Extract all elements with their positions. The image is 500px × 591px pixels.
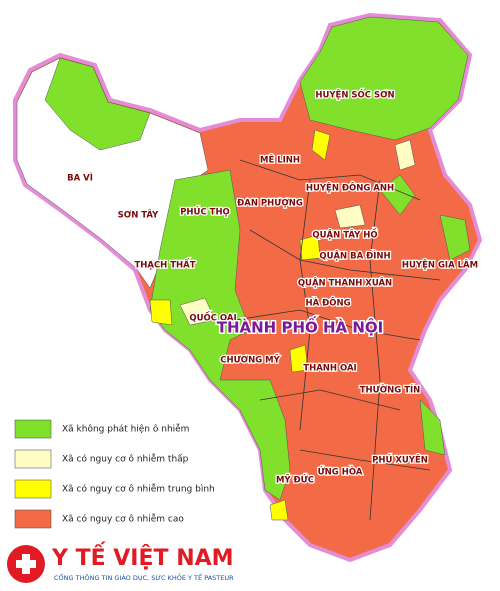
region-none (299, 16, 469, 141)
legend-swatch (14, 449, 52, 469)
region-low (394, 139, 416, 171)
map-labels: HUYỆN SÓC SƠN BA VÌ MÊ LINH HUYỆN ĐÔNG ANH S… (66, 87, 479, 487)
region-low (334, 204, 366, 229)
region-mid (289, 344, 309, 373)
district-label: HUYỆN GIA LÂM (402, 259, 478, 271)
district-label: THƯỜNG TÍN (360, 384, 421, 396)
legend-label: Xã có nguy cơ ô nhiễm trung bình (62, 484, 215, 495)
legend-swatch (14, 419, 52, 439)
legend-swatch (14, 479, 52, 499)
region-none (379, 174, 416, 216)
logo-subtitle: CỔNG THÔNG TIN GIÁO DỤC, SỨC KHỎE Y TẾ P… (54, 572, 234, 582)
district-label: SƠN TÂY (118, 209, 160, 221)
region-none (439, 214, 471, 261)
district-label: QUẬN THANH XUÂN (298, 277, 392, 289)
district-label: PHÚC THỌ (180, 206, 230, 218)
legend: Xã không phát hiện ô nhiễm Xã có nguy cơ … (14, 419, 215, 529)
district-label: THANH OAI (303, 364, 356, 374)
logo: Y TẾ VIỆT NAM CỔNG THÔNG TIN GIÁO DỤC, S… (7, 542, 234, 583)
region-mid (299, 234, 321, 261)
legend-label: Xã không phát hiện ô nhiễm (62, 424, 189, 435)
district-label: HÀ ĐÔNG (305, 297, 350, 309)
region-low (179, 297, 216, 326)
legend-label: Xã có nguy cơ ô nhiễm thấp (62, 454, 189, 465)
region-none (44, 57, 151, 151)
district-label: ỨNG HÒA (318, 466, 363, 478)
district-label: QUẬN BA ĐÌNH (319, 250, 390, 262)
district-label: CHƯƠNG MỸ (220, 355, 280, 366)
district-label: QUẬN TÂY HỒ (312, 228, 377, 241)
city-label: THÀNH PHỐ HÀ NỘI (217, 316, 384, 337)
district-label: ĐAN PHƯỢNG (237, 199, 303, 209)
district-label: PHÚ XUYÊN (372, 454, 428, 466)
legend-label: Xã có nguy cơ ô nhiễm cao (62, 514, 184, 525)
region-none (419, 399, 446, 456)
region-mid (149, 299, 173, 326)
district-label: MÊ LINH (260, 154, 300, 166)
district-label: HUYỆN ĐÔNG ANH (306, 182, 394, 194)
district-label: QUỐC OAI (189, 311, 236, 324)
region-mid (269, 499, 289, 521)
district-label: HUYỆN SÓC SƠN (315, 89, 394, 101)
district-label: BA VÌ (67, 172, 93, 184)
district-label: THẠCH THẤT (134, 258, 195, 271)
legend-swatch (14, 509, 52, 529)
region-mid (311, 129, 331, 161)
logo-title: Y TẾ VIỆT NAM (51, 542, 234, 571)
region-none (149, 169, 291, 501)
map (13, 12, 483, 563)
district-border (234, 159, 441, 521)
logo-cross (16, 554, 36, 574)
district-label: MỸ ĐỨC (276, 474, 314, 486)
